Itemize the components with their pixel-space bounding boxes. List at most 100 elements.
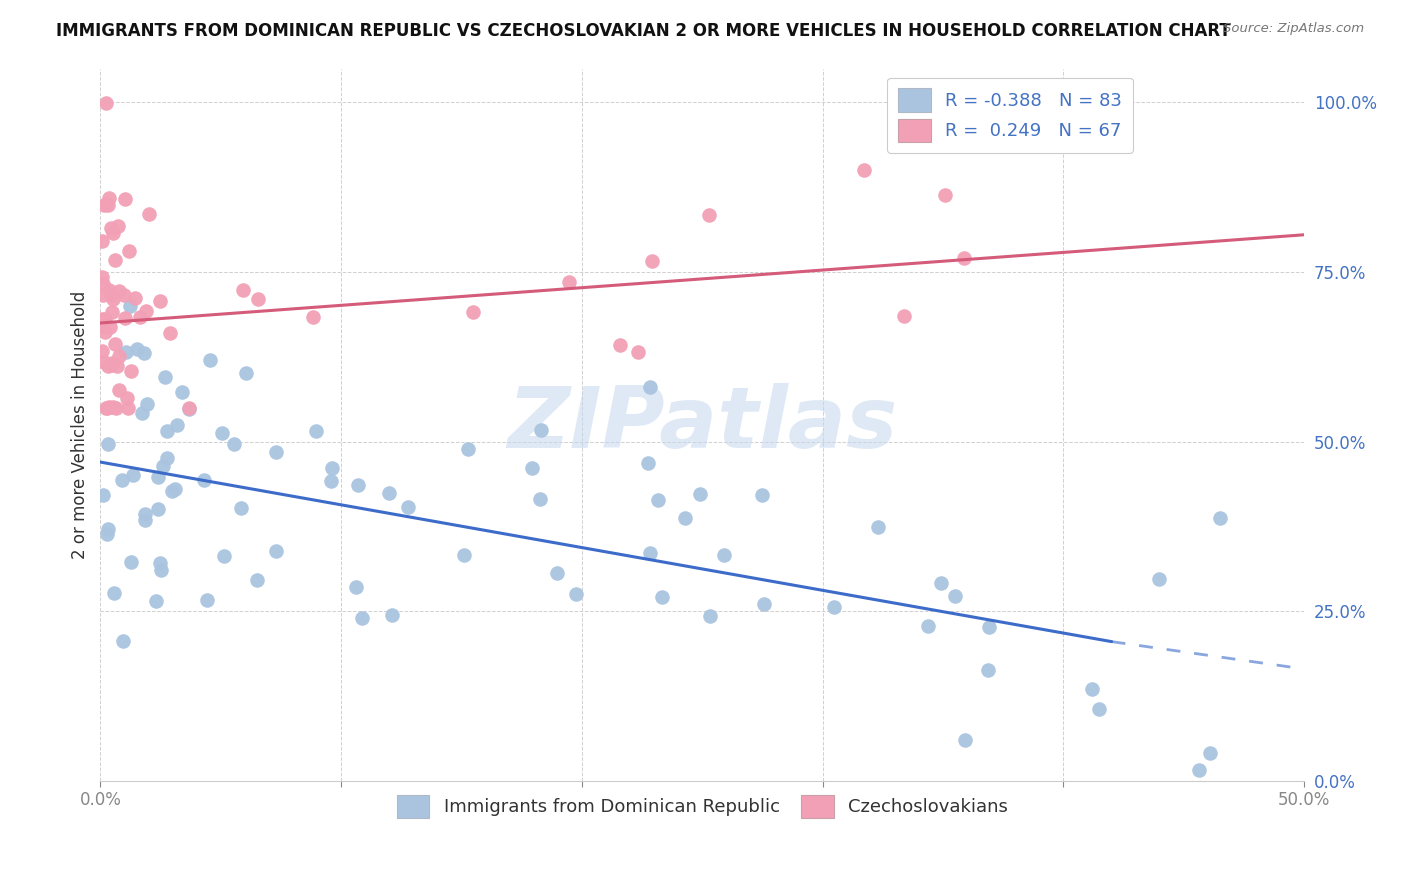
Point bbox=[546, 566, 568, 580]
Point bbox=[97, 191, 120, 205]
Point bbox=[97, 197, 120, 211]
Point bbox=[529, 491, 551, 506]
Point bbox=[866, 520, 889, 534]
Point bbox=[93, 355, 115, 369]
Point bbox=[103, 586, 125, 600]
Point bbox=[149, 294, 172, 309]
Point bbox=[177, 401, 200, 415]
Point bbox=[917, 619, 939, 633]
Point bbox=[91, 277, 114, 291]
Point bbox=[160, 483, 183, 498]
Point bbox=[246, 574, 269, 588]
Point bbox=[96, 401, 118, 415]
Point bbox=[235, 366, 257, 380]
Point bbox=[90, 318, 112, 332]
Point bbox=[152, 458, 174, 473]
Point bbox=[558, 275, 581, 289]
Point bbox=[90, 311, 112, 326]
Point bbox=[108, 349, 131, 363]
Point bbox=[463, 304, 485, 318]
Point bbox=[953, 252, 976, 266]
Point bbox=[104, 252, 127, 267]
Point bbox=[301, 310, 323, 324]
Point bbox=[955, 733, 977, 747]
Point bbox=[346, 580, 368, 594]
Point bbox=[148, 502, 170, 516]
Point bbox=[651, 590, 673, 604]
Point bbox=[1147, 572, 1170, 586]
Point bbox=[135, 304, 157, 318]
Point bbox=[640, 546, 662, 560]
Point bbox=[1209, 511, 1232, 525]
Y-axis label: 2 or more Vehicles in Household: 2 or more Vehicles in Household bbox=[72, 291, 89, 559]
Point bbox=[195, 593, 218, 607]
Point bbox=[112, 634, 135, 648]
Text: Source: ZipAtlas.com: Source: ZipAtlas.com bbox=[1223, 22, 1364, 36]
Point bbox=[117, 401, 139, 415]
Point bbox=[1199, 746, 1222, 760]
Point bbox=[101, 292, 124, 306]
Point bbox=[91, 344, 114, 359]
Point bbox=[112, 287, 135, 301]
Point bbox=[101, 305, 124, 319]
Point bbox=[150, 562, 173, 576]
Point bbox=[100, 288, 122, 302]
Point bbox=[520, 460, 543, 475]
Point bbox=[91, 287, 114, 301]
Point bbox=[453, 548, 475, 562]
Point bbox=[1088, 702, 1111, 716]
Point bbox=[98, 283, 121, 297]
Point bbox=[94, 325, 117, 339]
Point bbox=[124, 291, 146, 305]
Point bbox=[177, 401, 200, 416]
Point bbox=[931, 576, 953, 591]
Point bbox=[138, 207, 160, 221]
Point bbox=[159, 326, 181, 341]
Point bbox=[114, 345, 136, 359]
Point bbox=[90, 234, 112, 248]
Point bbox=[231, 500, 253, 515]
Point bbox=[321, 461, 343, 475]
Point bbox=[156, 424, 179, 438]
Point bbox=[640, 380, 662, 394]
Point bbox=[100, 221, 122, 235]
Point bbox=[115, 391, 138, 405]
Point bbox=[96, 527, 118, 541]
Point bbox=[699, 208, 721, 222]
Point bbox=[120, 299, 142, 313]
Point bbox=[852, 163, 875, 178]
Point bbox=[107, 219, 129, 233]
Point bbox=[94, 401, 117, 415]
Point bbox=[172, 384, 194, 399]
Point bbox=[565, 587, 588, 601]
Point bbox=[529, 424, 551, 438]
Point bbox=[94, 311, 117, 326]
Point bbox=[211, 426, 233, 441]
Point bbox=[148, 470, 170, 484]
Point bbox=[977, 620, 1000, 634]
Point bbox=[129, 310, 152, 324]
Point bbox=[713, 548, 735, 562]
Legend: Immigrants from Dominican Republic, Czechoslovakians: Immigrants from Dominican Republic, Czec… bbox=[389, 788, 1015, 825]
Text: ZIPatlas: ZIPatlas bbox=[508, 384, 897, 467]
Point bbox=[232, 283, 254, 297]
Point bbox=[114, 192, 136, 206]
Point bbox=[90, 313, 112, 327]
Point bbox=[212, 549, 235, 563]
Point bbox=[305, 425, 328, 439]
Point bbox=[352, 611, 374, 625]
Point bbox=[122, 467, 145, 482]
Point bbox=[166, 418, 188, 433]
Point bbox=[943, 589, 966, 603]
Text: IMMIGRANTS FROM DOMINICAN REPUBLIC VS CZECHOSLOVAKIAN 2 OR MORE VEHICLES IN HOUS: IMMIGRANTS FROM DOMINICAN REPUBLIC VS CZ… bbox=[56, 22, 1232, 40]
Point bbox=[751, 488, 773, 502]
Point bbox=[637, 456, 659, 470]
Point bbox=[163, 482, 186, 496]
Point bbox=[134, 346, 156, 360]
Point bbox=[125, 342, 148, 356]
Point bbox=[93, 198, 115, 212]
Point bbox=[321, 474, 343, 488]
Point bbox=[101, 226, 124, 240]
Point bbox=[893, 309, 915, 323]
Point bbox=[198, 352, 221, 367]
